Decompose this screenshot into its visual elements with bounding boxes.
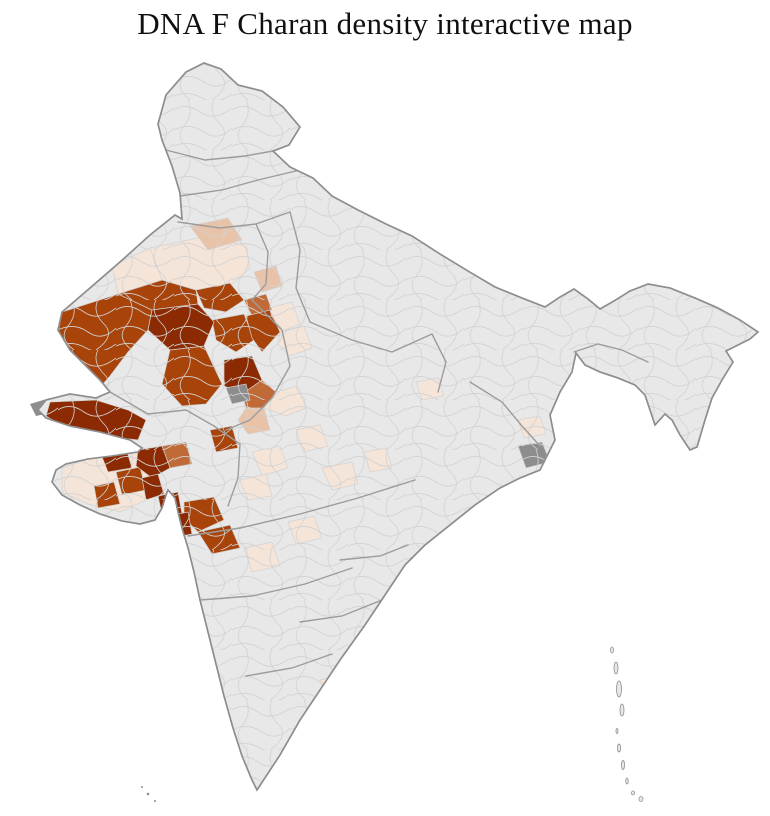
island[interactable] (613, 661, 619, 675)
island[interactable] (621, 760, 625, 770)
india-landmass[interactable] (37, 62, 759, 791)
lakshadweep-island[interactable] (141, 786, 143, 788)
island[interactable] (615, 728, 619, 734)
island[interactable] (619, 703, 625, 717)
island[interactable] (616, 680, 622, 698)
island[interactable] (625, 777, 629, 785)
lakshadweep-island[interactable] (154, 800, 156, 802)
district-region[interactable] (167, 511, 193, 539)
lakshadweep-island[interactable] (146, 792, 150, 796)
island[interactable] (638, 796, 644, 802)
island[interactable] (631, 790, 635, 796)
andaman-nicobar-islands[interactable] (610, 646, 644, 802)
island[interactable] (610, 646, 614, 654)
page-title: DNA F Charan density interactive map (137, 6, 633, 41)
lakshadweep-islands[interactable] (141, 786, 156, 802)
island[interactable] (617, 743, 621, 753)
